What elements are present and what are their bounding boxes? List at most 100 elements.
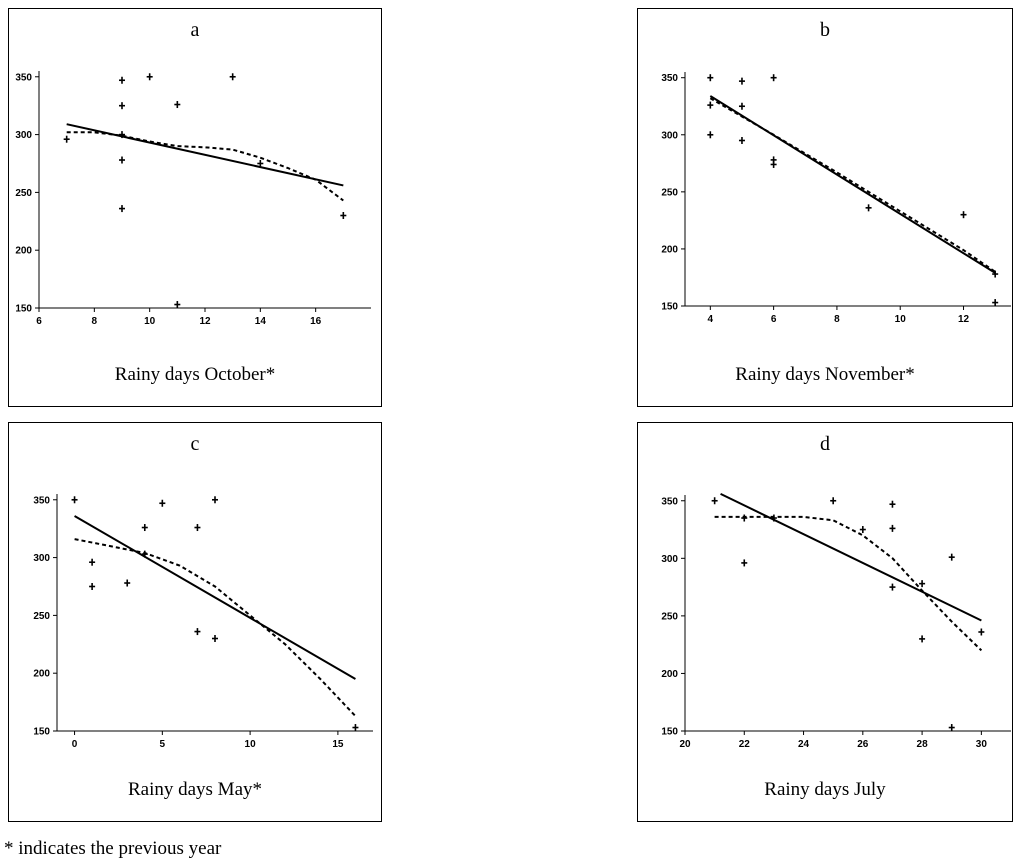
data-point (141, 550, 148, 558)
x-tick-label: 14 (255, 316, 267, 327)
footnote: * indicates the previous year (4, 838, 222, 859)
data-point (71, 496, 78, 504)
y-tick-label: 150 (33, 727, 50, 738)
y-tick-label: 150 (15, 304, 32, 315)
data-point (707, 101, 714, 109)
data-point (63, 135, 70, 143)
x-axis-caption: Rainy days July (764, 779, 886, 800)
data-point (119, 205, 125, 213)
data-point (770, 160, 777, 168)
data-point (770, 514, 777, 522)
data-point (212, 635, 218, 643)
data-point (770, 74, 777, 82)
panel-letter: d (820, 433, 830, 455)
linear-fit-line (720, 492, 982, 622)
data-point (89, 582, 96, 590)
y-tick-label: 250 (15, 188, 32, 199)
data-point (889, 524, 896, 532)
smooth-fit-line (66, 131, 344, 202)
x-tick-label: 26 (857, 739, 869, 750)
data-point (948, 724, 955, 732)
smooth-fit-line (74, 538, 357, 717)
data-point (830, 497, 837, 505)
data-point (741, 514, 748, 522)
x-tick-label: 30 (976, 739, 988, 750)
linear-fit-line (709, 95, 996, 274)
scatter-plot-b: 150 200 250 300 350 4 6 8 10 12 (661, 72, 1011, 325)
y-tick-label: 200 (33, 669, 50, 680)
data-point (159, 499, 166, 507)
data-point (741, 559, 748, 567)
data-point (174, 301, 181, 309)
x-tick-label: 6 (36, 316, 42, 327)
x-tick-label: 10 (144, 316, 156, 327)
data-point (212, 496, 218, 504)
x-tick-label: 8 (92, 316, 98, 327)
data-point (119, 102, 125, 110)
x-tick-label: 16 (310, 316, 322, 327)
x-axis-caption: Rainy days October* (114, 364, 276, 385)
data-point (194, 524, 201, 532)
data-point (865, 204, 872, 212)
y-tick-label: 150 (661, 302, 678, 313)
y-tick-label: 350 (661, 73, 678, 84)
x-tick-label: 22 (739, 739, 751, 750)
x-tick-label: 12 (199, 316, 211, 327)
y-tick-label: 250 (661, 611, 678, 622)
y-tick-label: 300 (15, 130, 32, 141)
x-tick-label: 24 (798, 739, 810, 750)
data-point (119, 131, 125, 139)
data-point (711, 497, 718, 505)
y-tick-label: 200 (15, 246, 32, 257)
y-tick-label: 300 (661, 130, 678, 141)
data-point (889, 583, 896, 591)
chart-panel-c: c 150 200 250 300 350 0 5 10 15 Rainy days May* (8, 422, 382, 822)
data-point (174, 101, 181, 109)
data-point (229, 73, 236, 81)
y-tick-label: 200 (661, 669, 678, 680)
scatter-plot-a: 150 200 250 300 350 6 8 10 12 14 16 (15, 71, 371, 327)
data-point (124, 579, 131, 587)
x-tick-label: 20 (679, 739, 691, 750)
y-tick-label: 200 (661, 244, 678, 255)
x-tick-label: 10 (895, 314, 907, 325)
data-point (992, 299, 999, 307)
linear-fit-line (66, 123, 344, 187)
x-tick-label: 28 (917, 739, 929, 750)
data-point (960, 211, 967, 219)
x-tick-label: 0 (72, 739, 78, 750)
chart-panel-a: a 150 200 250 300 350 6 8 10 12 14 16 Rainy days O… (8, 8, 382, 407)
data-point (146, 73, 153, 81)
y-tick-label: 350 (661, 496, 678, 507)
x-tick-label: 10 (245, 739, 257, 750)
data-point (257, 159, 264, 167)
y-tick-label: 350 (15, 72, 32, 83)
data-point (340, 212, 347, 220)
y-tick-label: 300 (33, 553, 50, 564)
data-point (919, 580, 926, 588)
x-tick-label: 4 (708, 314, 714, 325)
data-point (978, 628, 985, 636)
x-tick-label: 5 (160, 739, 166, 750)
data-point (948, 553, 955, 561)
data-point (738, 136, 745, 144)
linear-fit-line (74, 515, 356, 680)
x-axis-caption: Rainy days November* (735, 364, 915, 385)
data-point (859, 526, 866, 534)
data-point (992, 270, 999, 278)
chart-panel-b: b 150 200 250 300 350 4 6 8 10 12 Rainy days Nove… (637, 8, 1013, 407)
y-tick-label: 250 (661, 187, 678, 198)
y-tick-label: 150 (661, 727, 678, 738)
panel-letter: b (820, 19, 830, 41)
data-point (707, 131, 714, 139)
data-point (738, 77, 745, 85)
chart-panel-d: d 150 200 250 300 350 20 22 24 26 28 30 Rainy days… (637, 422, 1013, 822)
data-point (889, 500, 896, 508)
data-point (119, 76, 125, 84)
data-point (738, 102, 745, 110)
smooth-fit-line (709, 97, 996, 273)
scatter-plot-d: 150 200 250 300 350 20 22 24 26 28 30 (661, 492, 1011, 750)
data-point (194, 628, 201, 636)
data-point (141, 524, 148, 532)
panel-letter: a (190, 19, 200, 41)
